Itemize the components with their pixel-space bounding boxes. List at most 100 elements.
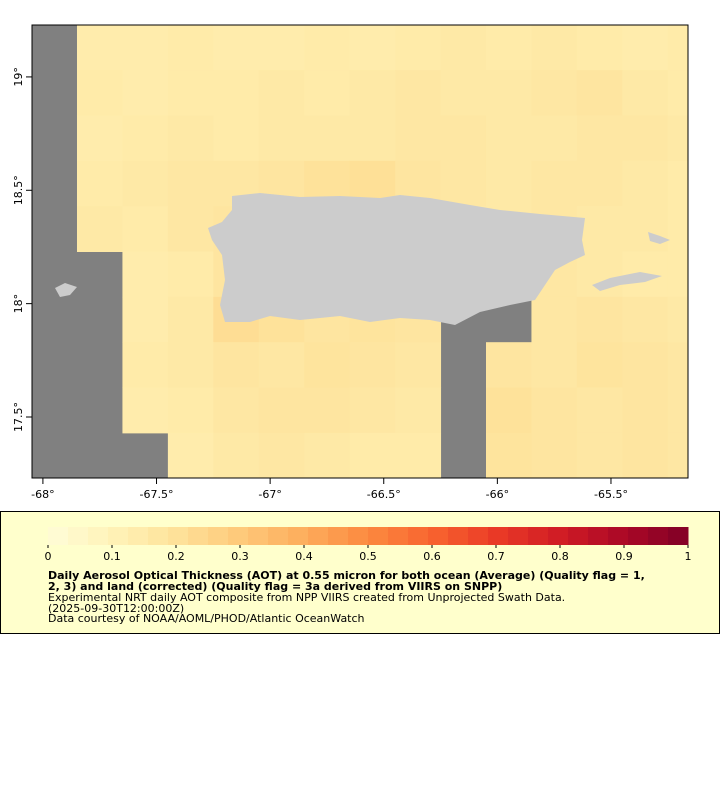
aot-cell — [667, 432, 688, 478]
aot-cell — [395, 387, 442, 434]
colorbar-step — [148, 527, 169, 545]
colorbar-step — [368, 527, 389, 545]
aot-cell — [304, 115, 351, 162]
aot-cell — [667, 70, 688, 116]
colorbar-step — [48, 527, 69, 545]
colorbar-step — [528, 527, 549, 545]
aot-cell — [213, 342, 260, 389]
aot-cell — [576, 160, 623, 207]
colorbar-step — [168, 527, 189, 545]
aot-cell — [622, 115, 669, 162]
colorbar-step — [288, 527, 309, 545]
aot-cell — [167, 296, 214, 343]
colorbar-step — [68, 527, 89, 545]
x-tick-label: -66.5° — [367, 488, 401, 501]
x-tick-label: -67° — [258, 488, 281, 501]
aot-cell — [531, 387, 578, 434]
aot-cell — [349, 70, 396, 116]
aot-cell — [576, 115, 623, 162]
colorbar-tick-label: 0.8 — [551, 550, 569, 563]
aot-cell — [213, 432, 260, 478]
aot-cell — [258, 70, 305, 116]
aot-cell — [576, 342, 623, 389]
colorbar-step — [308, 527, 329, 545]
x-tick-label: -66° — [486, 488, 509, 501]
aot-cell — [622, 387, 669, 434]
aot-cell — [622, 25, 669, 71]
colorbar-step — [348, 527, 369, 545]
aot-cell — [122, 342, 169, 389]
y-tick-label: 17.5° — [12, 402, 25, 432]
aot-cell — [349, 115, 396, 162]
legend-line: Experimental NRT daily AOT composite fro… — [48, 591, 565, 604]
aot-cell — [258, 387, 305, 434]
aot-cell — [349, 342, 396, 389]
aot-cell — [667, 115, 688, 162]
colorbar-tick-label: 0.1 — [103, 550, 121, 563]
colorbar-step — [568, 527, 589, 545]
aot-cell — [167, 115, 214, 162]
aot-cell — [213, 25, 260, 71]
aot-cell — [576, 432, 623, 478]
aot-cell — [485, 115, 532, 162]
aot-cell — [167, 160, 214, 207]
aot-cell — [349, 25, 396, 71]
colorbar-tick-label: 0.2 — [167, 550, 185, 563]
legend-line: (2025-09-30T12:00:00Z) — [48, 602, 184, 615]
colorbar-tick-label: 0 — [45, 550, 52, 563]
colorbar-step — [428, 527, 449, 545]
aot-cell — [167, 342, 214, 389]
aot-cell — [667, 251, 688, 298]
colorbar-step — [128, 527, 149, 545]
aot-cell — [622, 160, 669, 207]
aot-cell — [667, 206, 688, 252]
aot-cell — [576, 387, 623, 434]
colorbar-step — [468, 527, 489, 545]
aot-cell — [622, 432, 669, 478]
aot-cell — [76, 70, 123, 116]
aot-cell — [440, 160, 487, 207]
axes: -68° -67.5° -67° -66.5° -66° -65.5° 17.5° 18° 18… — [12, 67, 628, 501]
colorbar-step — [108, 527, 129, 545]
vieques — [592, 272, 662, 291]
aot-cell — [395, 115, 442, 162]
aot-cell — [440, 25, 487, 71]
aot-cell — [576, 25, 623, 71]
colorbar-tick-label: 0.4 — [295, 550, 313, 563]
aot-cell — [395, 25, 442, 71]
aot-cell — [622, 70, 669, 116]
aot-cell — [122, 160, 169, 207]
aot-cell — [485, 70, 532, 116]
aot-cell — [304, 387, 351, 434]
aot-cell — [167, 206, 214, 252]
colorbar-tick-label: 0.9 — [615, 550, 633, 563]
colorbar-step — [188, 527, 209, 545]
aot-cell — [258, 115, 305, 162]
aot-cell — [531, 342, 578, 389]
aot-cell — [122, 70, 169, 116]
aot-cell — [76, 160, 123, 207]
colorbar: 0 0.1 0.2 0.3 0.4 0.5 0.6 0.7 0.8 0.9 1 — [45, 527, 692, 563]
colorbar-step — [448, 527, 469, 545]
aot-cell — [349, 387, 396, 434]
aot-cell — [485, 432, 532, 478]
aot-cell — [213, 70, 260, 116]
aot-cell — [576, 70, 623, 116]
aot-cell — [667, 160, 688, 207]
aot-cell — [531, 25, 578, 71]
colorbar-step — [88, 527, 109, 545]
aot-cell — [76, 115, 123, 162]
colorbar-step — [408, 527, 429, 545]
colorbar-step — [228, 527, 249, 545]
aot-cell — [485, 342, 532, 389]
aot-cell — [122, 251, 169, 298]
aot-cell — [622, 296, 669, 343]
aot-cell — [395, 70, 442, 116]
colorbar-step — [268, 527, 289, 545]
aot-cell — [531, 70, 578, 116]
aot-cell — [167, 251, 214, 298]
aot-cell — [258, 432, 305, 478]
aot-cell — [531, 296, 578, 343]
aot-cell — [122, 206, 169, 252]
y-tick-label: 18° — [12, 294, 25, 314]
